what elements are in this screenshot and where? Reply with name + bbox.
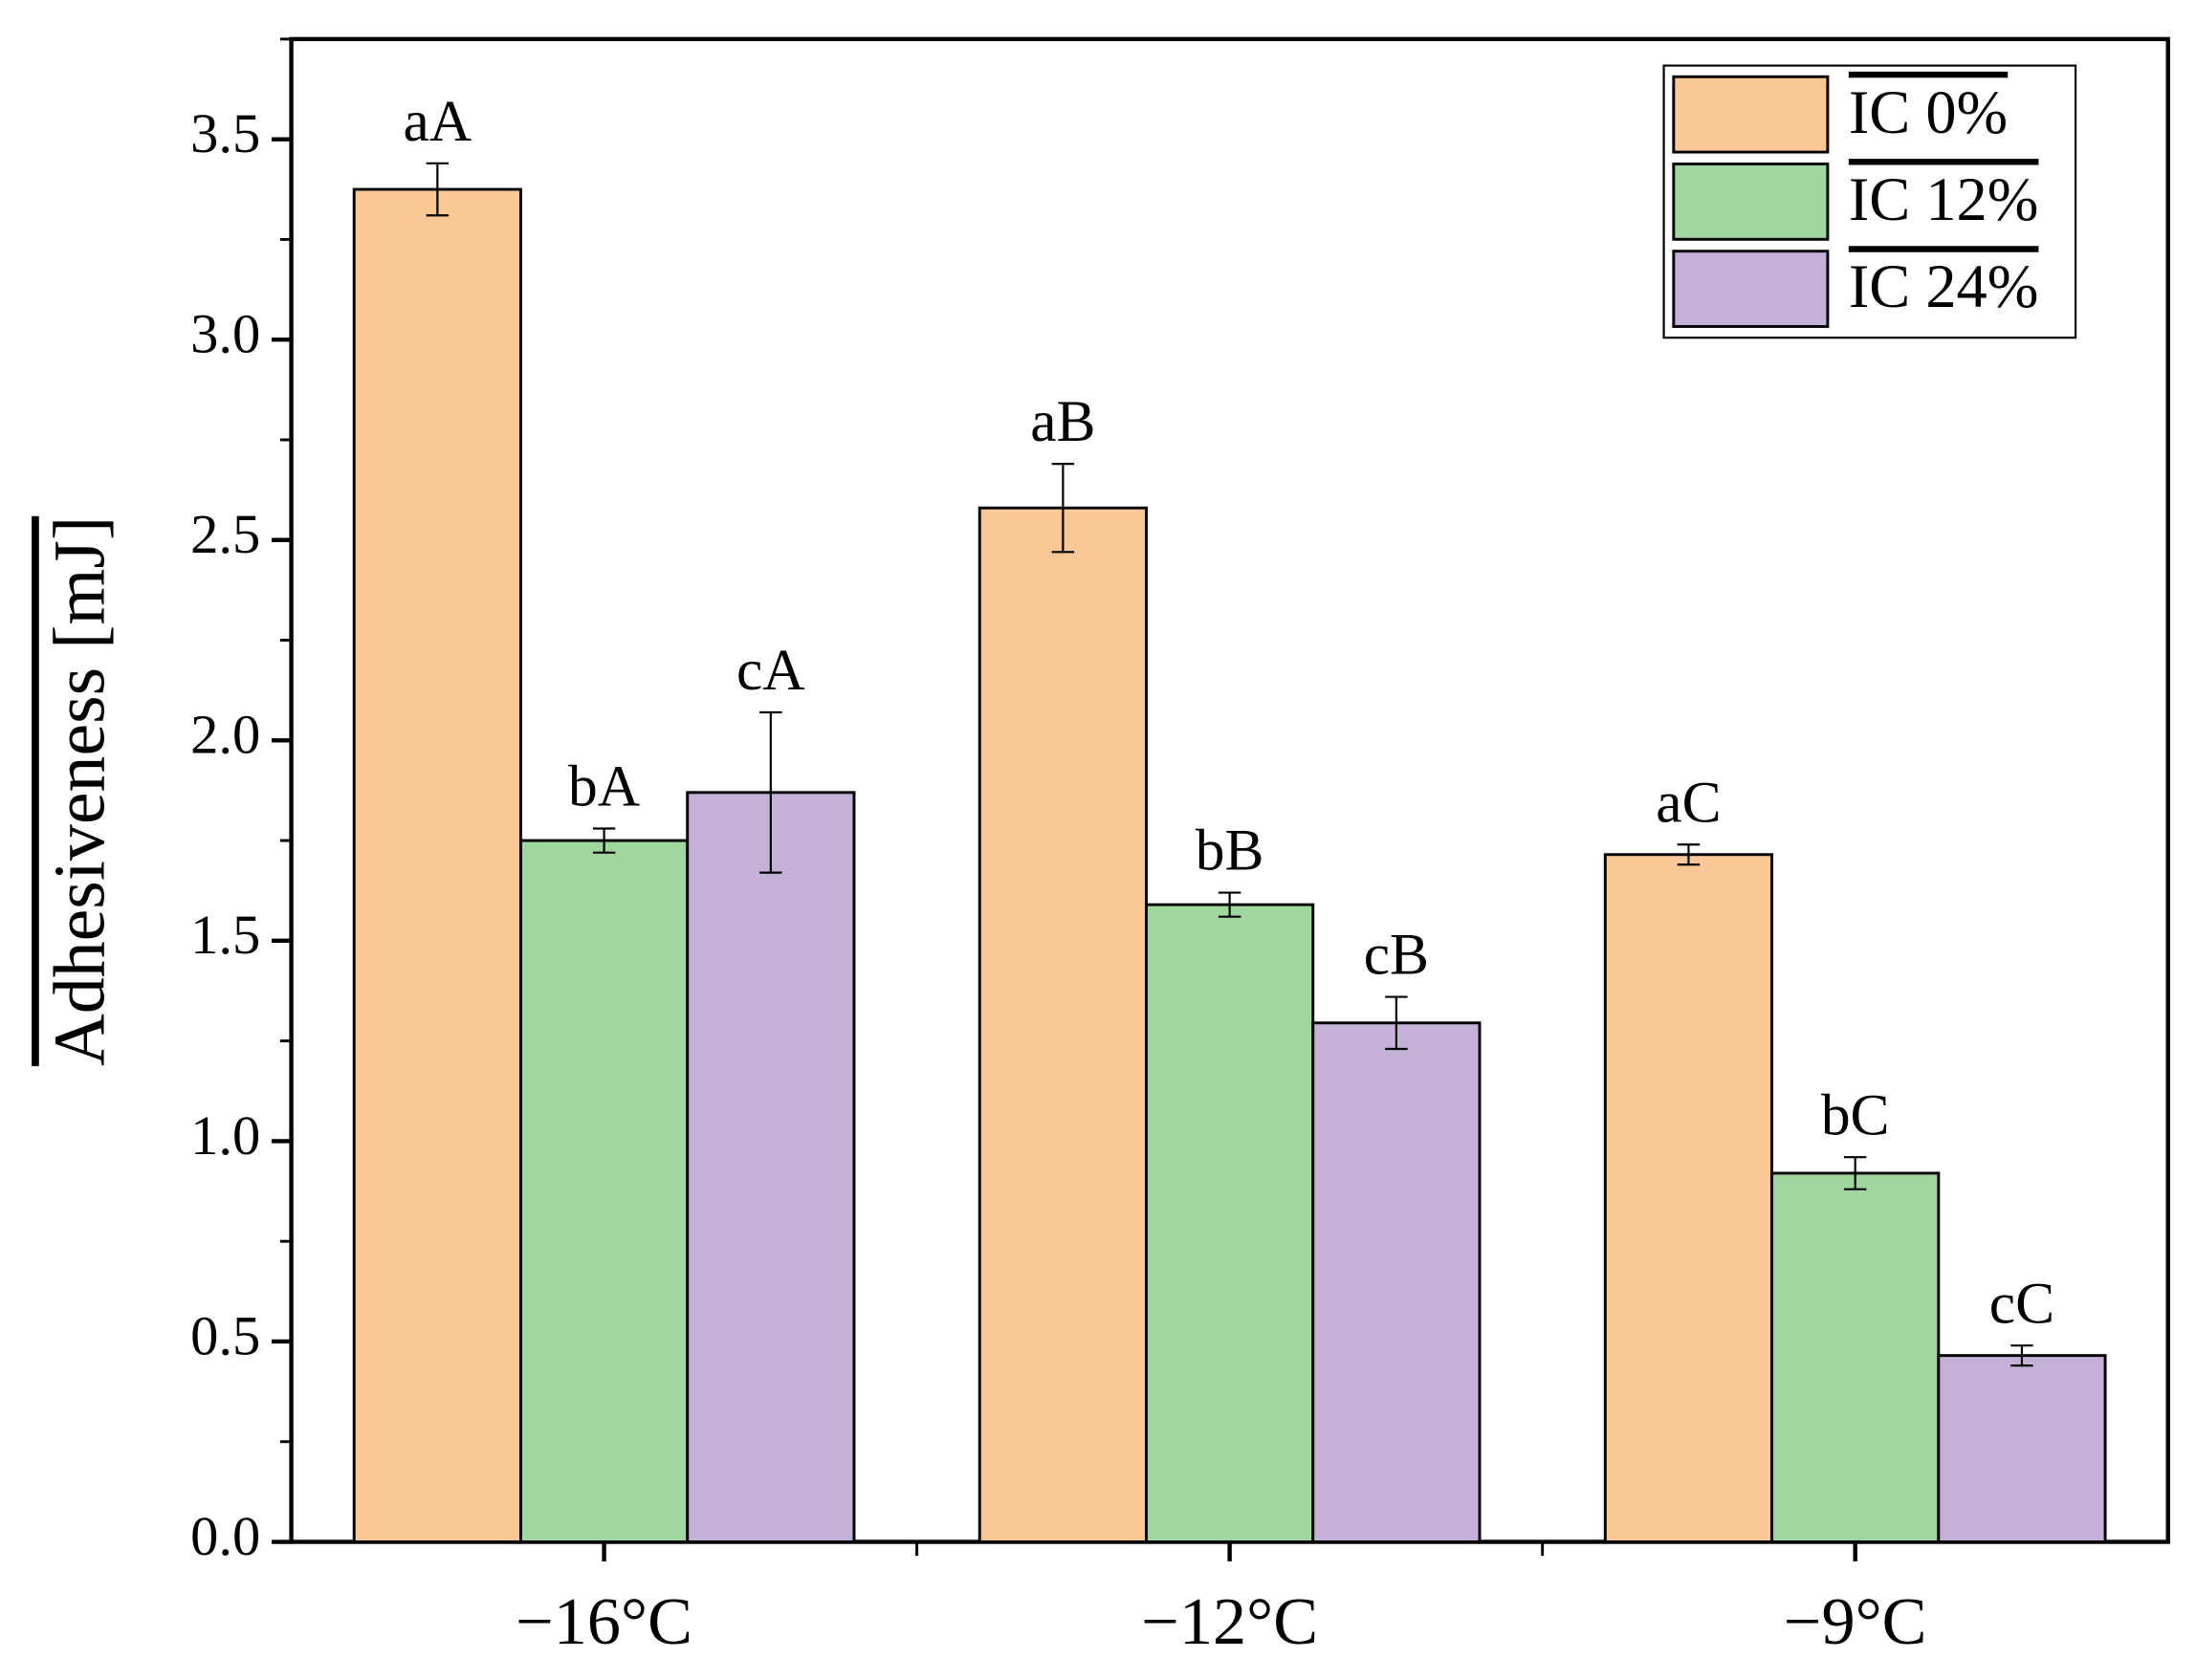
bar [1770,1171,1941,1543]
bar [519,839,690,1543]
bar [352,187,522,1543]
x-tick-label: −9°C [1784,1584,1927,1659]
significance-letter: cA [736,638,805,703]
legend-swatch [1672,250,1830,328]
y-tick-label: 0.0 [190,1505,260,1567]
bar [977,506,1148,1543]
bar [686,791,856,1543]
legend-label: IC 0% [1849,78,2008,146]
y-tick-label: 2.5 [190,503,260,565]
bar [1603,853,1774,1543]
significance-letter: bC [1821,1082,1890,1147]
significance-letter: cB [1364,923,1429,988]
y-tick-label: 3.0 [190,303,260,365]
significance-letter: bB [1196,818,1264,884]
significance-letter: cC [1989,1271,2054,1336]
bar [1145,903,1315,1543]
significance-letter: aC [1656,770,1721,835]
y-tick-label: 1.0 [190,1104,260,1167]
x-tick-label: −16°C [516,1584,692,1659]
significance-letter: bA [568,754,640,819]
significance-letter: aA [403,89,472,154]
y-tick-label: 3.5 [190,102,260,164]
legend-label: IC 24% [1849,252,2039,320]
legend-swatch [1672,75,1830,154]
y-tick-label: 2.0 [190,704,260,766]
x-tick-label: −12°C [1141,1584,1318,1659]
y-axis-title: Adhesiveness [mJ] [39,516,120,1066]
bar [1311,1021,1482,1543]
significance-letter: aB [1030,389,1095,454]
legend-label: IC 12% [1849,165,2039,233]
y-tick-label: 0.5 [190,1304,260,1366]
legend-swatch [1672,163,1830,241]
bar [1937,1354,2107,1543]
y-tick-label: 1.5 [190,904,260,966]
